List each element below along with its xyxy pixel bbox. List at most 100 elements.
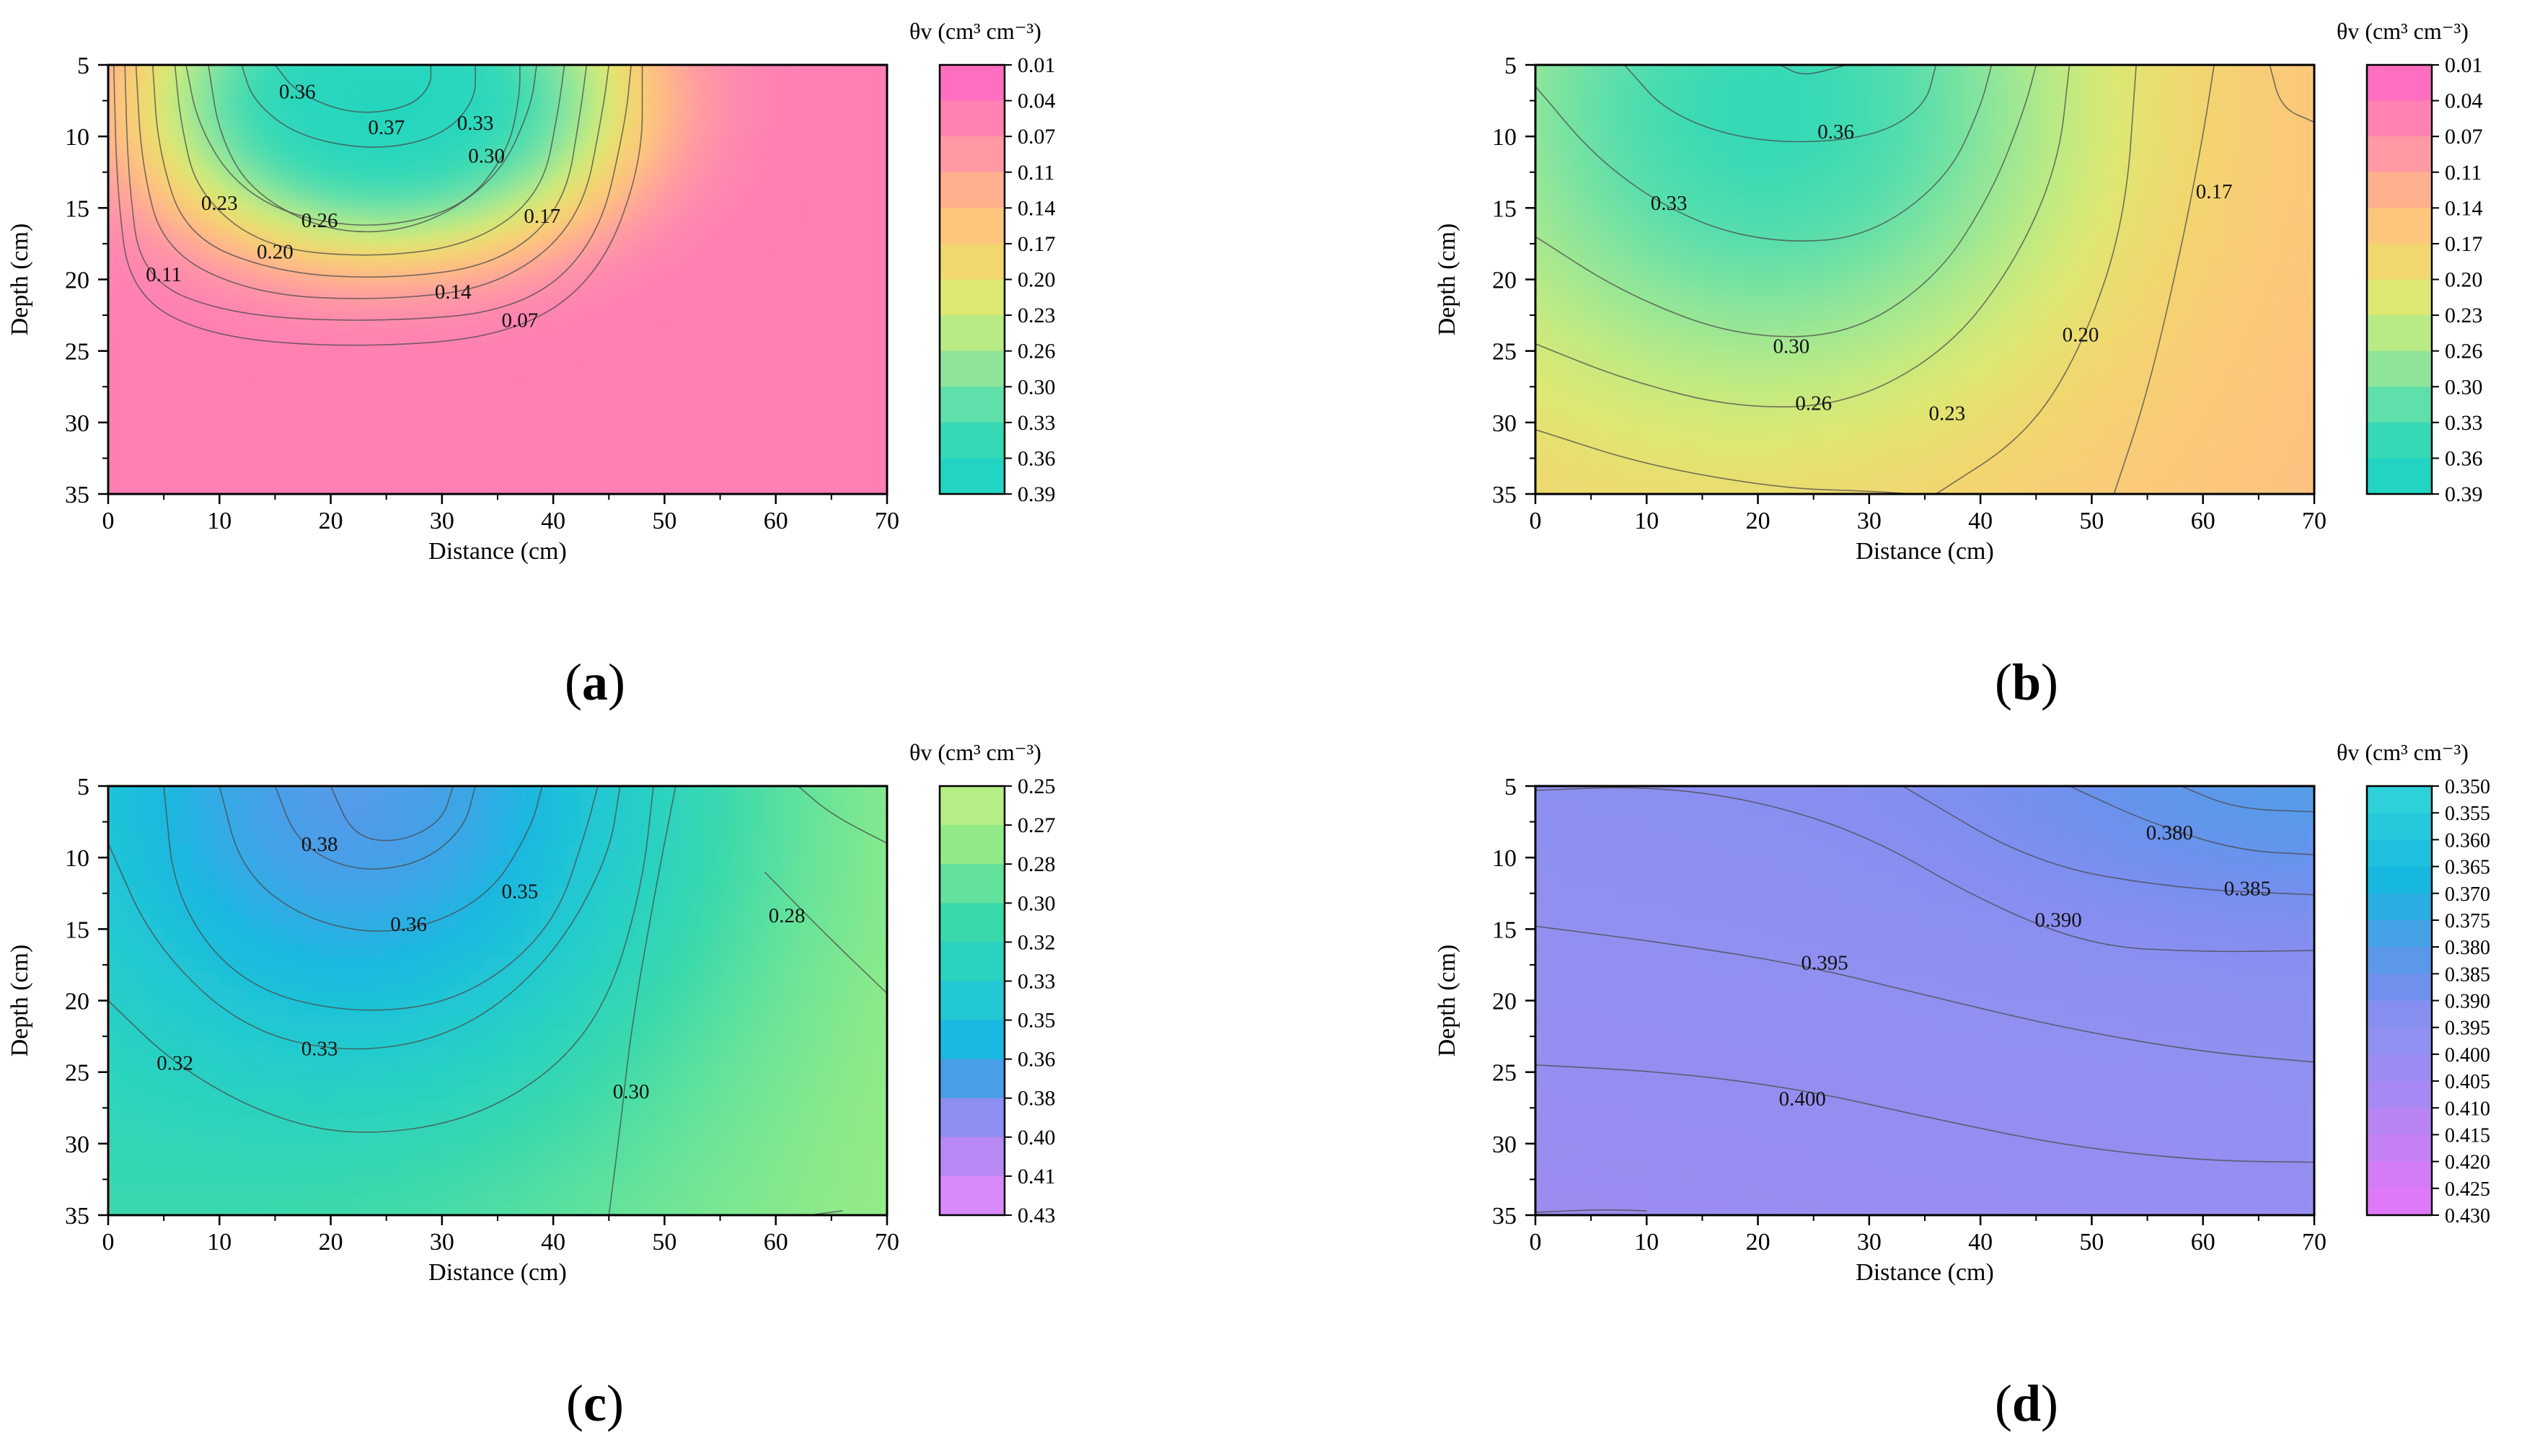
colorbar-segment	[940, 1137, 1005, 1177]
colorbar-tick-label: 0.38	[1018, 1087, 1056, 1111]
contour-label: 0.36	[390, 913, 427, 936]
colorbar-tick-label: 0.04	[2445, 89, 2483, 113]
colorbar-tick-label: 0.405	[2445, 1071, 2490, 1093]
contour-label: 0.28	[769, 904, 806, 927]
colorbar-tick-label: 0.350	[2445, 776, 2490, 798]
x-axis-title: Distance (cm)	[1856, 538, 1994, 565]
x-tick-label: 0	[1530, 1229, 1542, 1256]
y-axis-title: Depth (cm)	[1434, 224, 1460, 336]
x-tick-label: 10	[1634, 1229, 1659, 1256]
contour-line	[1535, 65, 2037, 337]
contour-line	[330, 786, 454, 842]
x-tick-label: 20	[1746, 1229, 1770, 1256]
x-tick-label: 10	[1634, 508, 1659, 534]
colorbar-tick-label: 0.23	[2445, 304, 2483, 327]
colorbar-tick-label: 0.01	[2445, 53, 2483, 77]
contour-chart-c: 0.38 0.36 0.35 0.33 0.32 0.30 0.28 0 10 20 30 40 50 6…	[6, 739, 1056, 1286]
y-tick-label: 25	[65, 339, 89, 366]
x-axis-title: Distance (cm)	[1856, 1259, 1994, 1286]
colorbar-tick-label: 0.415	[2445, 1124, 2490, 1147]
contour-label: 0.400	[1779, 1087, 1826, 1111]
x-tick-label: 60	[764, 1229, 788, 1256]
y-tick-label: 15	[65, 917, 89, 943]
y-tick-label: 35	[65, 1203, 89, 1230]
x-tick-label: 60	[2191, 1229, 2215, 1256]
contour-line	[241, 65, 476, 148]
y-tick-label: 25	[1492, 339, 1517, 366]
colorbar-tick-label: 0.27	[1018, 813, 1056, 837]
heatmap-field	[1535, 786, 2314, 1215]
y-tick-label: 30	[1492, 1131, 1517, 1158]
contour-line	[124, 65, 632, 321]
contour-line	[1935, 65, 2137, 494]
colorbar-tick-label: 0.36	[1018, 446, 1056, 470]
panel-b: 0.36 0.33 0.30 0.26 0.23 0.20 0.17 0 10 20 30 40 50 6…	[1264, 0, 2527, 728]
x-tick-label: 20	[1746, 508, 1770, 534]
colorbar-tick-label: 0.17	[1018, 232, 1056, 256]
colorbar-segment	[940, 387, 1005, 423]
colorbar-segment	[2367, 893, 2432, 921]
contour-line	[1535, 65, 2070, 407]
colorbar-tick-label: 0.17	[2445, 232, 2483, 256]
colorbar-tick-label: 0.41	[1018, 1165, 1056, 1188]
contour-label: 0.380	[2146, 821, 2193, 844]
colorbar-segment	[2367, 1027, 2432, 1055]
y-tick-label: 35	[65, 482, 89, 508]
y-tick-label: 25	[1492, 1060, 1517, 1087]
contour-line	[135, 65, 610, 299]
colorbar-tick-label: 0.30	[1018, 891, 1056, 915]
colorbar-segment	[940, 942, 1005, 982]
colorbar-segment	[2367, 422, 2432, 459]
colorbar-title: θv (cm³ cm⁻³)	[2337, 739, 2469, 765]
colorbar-tick-label: 0.39	[2445, 482, 2483, 506]
y-tick-label: 25	[65, 1060, 89, 1087]
y-tick-label: 20	[1492, 268, 1517, 294]
colorbar-segment	[940, 172, 1005, 208]
contour-label: 0.30	[468, 145, 505, 168]
colorbar-tick-label: 0.40	[1018, 1126, 1056, 1150]
contour-line	[1780, 65, 1848, 75]
y-tick-label: 10	[1492, 124, 1517, 151]
colorbar-tick-label: 0.375	[2445, 910, 2490, 932]
colorbar-segment	[2367, 866, 2432, 894]
contour-line	[2069, 786, 2314, 855]
colorbar-tick-label: 0.33	[1018, 969, 1056, 993]
contour-line	[208, 65, 537, 233]
colorbar-tick-label: 0.43	[1018, 1204, 1056, 1227]
colorbar-tick-label: 0.04	[1018, 89, 1056, 113]
colorbar-segment	[940, 65, 1005, 102]
colorbar-segment	[2367, 919, 2432, 948]
colorbar-segment	[2367, 786, 2432, 813]
y-tick-label: 5	[1504, 774, 1517, 800]
colorbar-segment	[2367, 1081, 2432, 1108]
colorbar-tick-label: 0.33	[1018, 411, 1056, 435]
colorbar-segment	[2367, 65, 2432, 102]
y-tick-label: 35	[1492, 1203, 1517, 1230]
colorbar-tick-label: 0.420	[2445, 1152, 2490, 1174]
y-tick-label: 35	[1492, 482, 1517, 508]
panel-label-c: (c)	[566, 1375, 624, 1432]
colorbar-tick-label: 0.370	[2445, 883, 2490, 906]
y-tick-label: 15	[65, 195, 89, 222]
contour-label: 0.390	[2035, 909, 2082, 932]
colorbar-tick-label: 0.355	[2445, 803, 2490, 825]
colorbar-segment	[2367, 350, 2432, 387]
colorbar-segment	[2367, 100, 2432, 137]
x-tick-label: 30	[1857, 1229, 1882, 1256]
colorbar-tick-label: 0.385	[2445, 963, 2490, 986]
colorbar-tick-label: 0.28	[1018, 852, 1056, 876]
colorbar-segment	[940, 279, 1005, 316]
colorbar-tick-label: 0.25	[1018, 775, 1056, 798]
panel-label-b: (b)	[1994, 653, 2058, 711]
y-tick-label: 15	[1492, 195, 1517, 222]
contour-label: 0.30	[613, 1080, 650, 1103]
colorbar-segment	[940, 1098, 1005, 1138]
contour-label: 0.38	[301, 833, 338, 856]
colorbar-tick-label: 0.11	[2445, 161, 2482, 185]
x-tick-label: 50	[652, 1229, 676, 1256]
colorbar-title: θv (cm³ cm⁻³)	[909, 739, 1041, 765]
x-tick-label: 40	[541, 508, 565, 534]
colorbar-tick-label: 0.30	[2445, 375, 2483, 399]
x-tick-label: 50	[2079, 508, 2104, 534]
colorbar-segment	[2367, 1054, 2432, 1082]
